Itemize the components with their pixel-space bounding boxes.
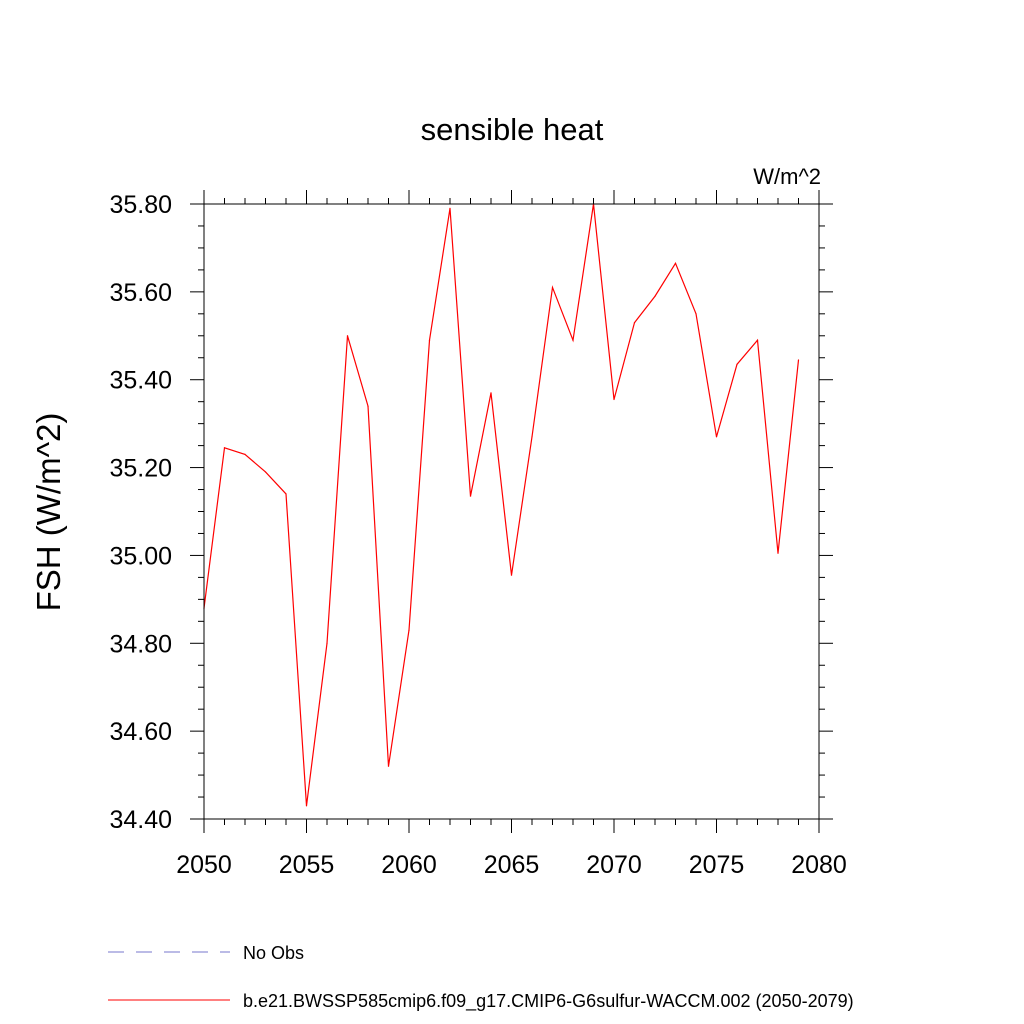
data-point	[449, 207, 451, 209]
x-tick-label: 2070	[586, 851, 642, 879]
data-point	[797, 359, 800, 361]
data-point	[428, 339, 431, 341]
units-label: W/m^2	[753, 164, 821, 189]
data-point	[633, 322, 636, 324]
plot-frame	[203, 203, 820, 820]
data-point	[572, 339, 574, 341]
y-axis-label: FSH (W/m^2)	[30, 413, 67, 612]
y-tick-label: 35.80	[109, 191, 172, 219]
data-point	[756, 339, 759, 341]
axis-ticks	[190, 190, 833, 833]
data-point	[715, 436, 718, 438]
y-tick-label: 34.80	[109, 630, 172, 658]
data-point	[654, 295, 656, 297]
data-point	[346, 335, 349, 337]
data-point	[326, 642, 328, 644]
y-tick-label: 35.00	[109, 542, 172, 570]
data-point	[551, 286, 554, 289]
series-line	[203, 203, 800, 806]
x-tick-label: 2075	[689, 851, 745, 879]
x-tick-label: 2065	[484, 851, 540, 879]
data-point	[305, 805, 308, 807]
data-point	[736, 363, 738, 365]
data-point	[490, 392, 492, 394]
legend-label: b.e21.BWSSP585cmip6.f09_g17.CMIP6-G6sulf…	[243, 991, 854, 1012]
legend: No Obs b.e21.BWSSP585cmip6.f09_g17.CMIP6-…	[108, 943, 854, 1012]
y-tick-label: 34.40	[109, 806, 172, 834]
data-point	[244, 453, 246, 455]
x-tick-label: 2060	[381, 851, 437, 879]
y-tick-label: 35.60	[109, 279, 172, 307]
data-point	[469, 495, 472, 497]
y-tick-label: 34.60	[109, 718, 172, 746]
data-point	[695, 313, 697, 315]
tick-labels: 2050 2055 2060 2065 2070 2075 2080 34.40 34.60 34…	[109, 191, 846, 879]
data-point	[223, 447, 226, 449]
series-layer	[203, 203, 800, 807]
x-tick-label: 2050	[176, 851, 232, 879]
x-tick-label: 2080	[791, 851, 847, 879]
data-point	[387, 765, 390, 767]
data-point	[367, 405, 369, 407]
chart-title: sensible heat	[421, 112, 604, 147]
data-point	[264, 471, 267, 473]
data-point	[510, 574, 513, 576]
data-point	[285, 493, 287, 495]
data-point	[674, 262, 677, 264]
y-tick-label: 35.40	[109, 367, 172, 395]
data-point	[408, 629, 410, 631]
data-point	[777, 552, 779, 554]
x-tick-label: 2055	[279, 851, 335, 879]
legend-label: No Obs	[243, 943, 304, 963]
data-point	[531, 436, 533, 438]
y-tick-label: 35.20	[109, 455, 172, 483]
data-point	[613, 398, 615, 401]
